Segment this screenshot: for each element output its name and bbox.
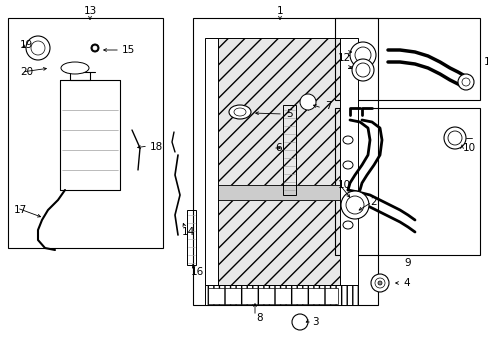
Circle shape [93, 46, 97, 50]
Text: 3: 3 [311, 317, 318, 327]
Ellipse shape [228, 105, 250, 119]
Circle shape [351, 59, 373, 81]
Bar [186, 210, 196, 265]
Circle shape [346, 203, 360, 217]
Ellipse shape [342, 161, 352, 169]
Ellipse shape [61, 62, 89, 74]
Circle shape [377, 281, 381, 285]
Bar [334, 108, 479, 255]
Bar [207, 288, 337, 304]
Bar [209, 185, 339, 200]
Circle shape [349, 42, 375, 68]
Ellipse shape [234, 108, 245, 116]
Text: 9: 9 [404, 258, 410, 268]
Text: 5: 5 [285, 109, 292, 119]
Text: 13: 13 [83, 6, 97, 16]
Ellipse shape [342, 196, 352, 204]
Bar [193, 18, 377, 305]
Circle shape [31, 41, 45, 55]
Text: 4: 4 [402, 278, 409, 288]
Bar [204, 285, 357, 305]
Ellipse shape [342, 136, 352, 144]
Circle shape [447, 131, 461, 145]
Text: 6: 6 [274, 143, 281, 153]
Text: 7: 7 [325, 101, 331, 111]
Bar [204, 38, 218, 285]
Bar [334, 18, 479, 100]
Circle shape [291, 314, 307, 330]
Circle shape [461, 78, 469, 86]
Text: 10: 10 [337, 180, 350, 190]
Circle shape [355, 63, 369, 77]
Ellipse shape [342, 221, 352, 229]
Text: 12: 12 [337, 53, 350, 63]
Text: 20: 20 [20, 67, 33, 77]
Bar [8, 18, 163, 248]
Circle shape [457, 74, 473, 90]
Text: 1: 1 [276, 6, 283, 16]
Circle shape [370, 274, 388, 292]
Text: 11: 11 [483, 57, 488, 67]
Circle shape [354, 47, 370, 63]
Text: 18: 18 [150, 142, 163, 152]
Circle shape [91, 44, 99, 52]
Bar [283, 105, 295, 195]
Circle shape [374, 278, 384, 288]
Bar [209, 200, 339, 285]
Text: 10: 10 [462, 143, 475, 153]
Text: 17: 17 [14, 205, 27, 215]
Text: 15: 15 [122, 45, 135, 55]
Text: 8: 8 [256, 313, 263, 323]
Circle shape [443, 127, 465, 149]
Circle shape [346, 196, 363, 214]
Text: 19: 19 [20, 40, 33, 50]
Text: 2: 2 [369, 197, 376, 207]
Text: 16: 16 [190, 267, 203, 277]
Circle shape [299, 94, 315, 110]
Bar [339, 38, 357, 285]
Circle shape [26, 36, 50, 60]
Circle shape [340, 191, 368, 219]
Bar [209, 38, 339, 185]
Text: 14: 14 [181, 227, 194, 237]
